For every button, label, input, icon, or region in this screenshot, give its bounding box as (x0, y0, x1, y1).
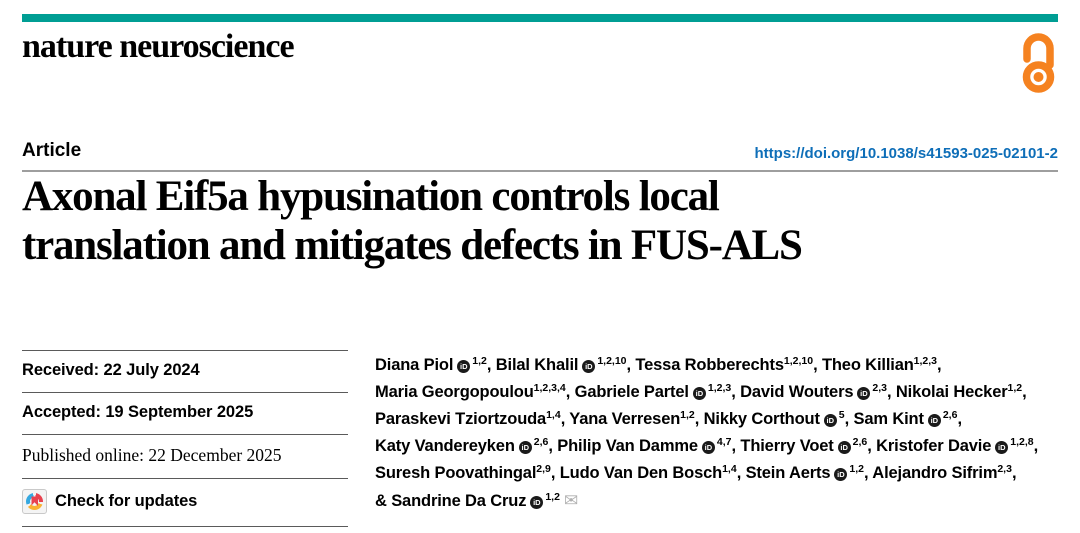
affiliation-superscript: 2,3 (997, 463, 1012, 475)
date-row: Received: 22 July 2024 (22, 350, 348, 392)
author: Gabriele Partel iD 1,2,3, (574, 382, 736, 401)
affiliation-superscript: 1,2,10 (597, 355, 627, 367)
author-list: Diana Piol iD 1,2, Bilal Khalil iD 1,2,10, T… (375, 352, 1065, 515)
author: Maria Georgopoulou1,2,3,4, (375, 382, 571, 401)
affiliation-superscript: 1,2,3 (707, 382, 732, 394)
check-for-updates-button[interactable]: Check for updates (22, 478, 348, 527)
affiliation-superscript: 1,2,3 (913, 355, 938, 367)
article-dates-panel: Received: 22 July 2024 Accepted: 19 Septe… (22, 350, 348, 527)
author: Stein Aerts iD 1,2, (745, 463, 869, 482)
date-row: Published online: 22 December 2025 (22, 434, 348, 478)
orcid-icon[interactable]: iD (530, 496, 544, 509)
author: Kristofer Davie iD 1,2,8, (876, 436, 1039, 455)
orcid-icon[interactable]: iD (837, 441, 851, 454)
author: Suresh Poovathingal2,9, (375, 463, 556, 482)
author: Philip Van Damme iD 4,7, (557, 436, 736, 455)
affiliation-superscript: 1,2,3,4 (533, 382, 566, 394)
author: Bilal Khalil iD 1,2,10, (495, 355, 631, 374)
orcid-icon[interactable]: iD (927, 414, 941, 427)
orcid-icon[interactable]: iD (518, 441, 532, 454)
author: Tessa Robberechts1,2,10, (635, 355, 818, 374)
affiliation-superscript: 1,4 (546, 409, 561, 421)
author: Ludo Van Den Bosch1,4, (559, 463, 742, 482)
affiliation-superscript: 2,6 (533, 436, 549, 448)
article-header-row: Article https://doi.org/10.1038/s41593-0… (22, 131, 1058, 172)
author: & Sandrine Da Cruz iD 1,2 ✉ (375, 491, 579, 510)
affiliation-superscript: 2,3 (872, 382, 887, 394)
affiliation-superscript: 1,2,10 (783, 355, 814, 367)
affiliation-superscript: 1,2 (680, 409, 695, 421)
author: Theo Killian1,2,3, (821, 355, 942, 374)
orcid-icon[interactable]: iD (857, 387, 871, 400)
open-access-icon (1022, 33, 1055, 93)
affiliation-superscript: 1,2,8 (1010, 436, 1034, 448)
author: Paraskevi Tziortzouda1,4, (375, 409, 566, 428)
affiliation-superscript: 1,2 (545, 491, 560, 503)
email-icon[interactable]: ✉ (563, 491, 579, 510)
author: Thierry Voet iD 2,6, (740, 436, 872, 455)
date-rows: Received: 22 July 2024 Accepted: 19 Septe… (22, 350, 348, 478)
affiliation-superscript: 1,2 (1007, 382, 1023, 394)
orcid-icon[interactable]: iD (834, 468, 848, 481)
author: Nikolai Hecker1,2, (895, 382, 1027, 401)
crossmark-icon (22, 489, 47, 514)
orcid-icon[interactable]: iD (692, 387, 706, 400)
author: Sam Kint iD 2,6, (853, 409, 963, 428)
date-row: Accepted: 19 September 2025 (22, 392, 348, 434)
author: Diana Piol iD 1,2, (375, 355, 492, 374)
orcid-icon[interactable]: iD (995, 441, 1009, 454)
affiliation-superscript: 1,4 (722, 463, 737, 475)
affiliation-superscript: 1,2 (849, 463, 865, 475)
author: Katy Vandereyken iD 2,6, (375, 436, 553, 455)
article-title: Axonal Eif5a hypusination controls local… (22, 173, 803, 269)
author: David Wouters iD 2,3, (740, 382, 892, 401)
affiliation-superscript: 2,6 (852, 436, 868, 448)
affiliation-superscript: 2,9 (536, 463, 551, 475)
article-type-label: Article (22, 140, 82, 161)
author: Yana Verresen1,2, (569, 409, 700, 428)
orcid-icon[interactable]: iD (582, 360, 596, 373)
doi-link[interactable]: https://doi.org/10.1038/s41593-025-02101… (754, 145, 1059, 162)
orcid-icon[interactable]: iD (457, 360, 471, 373)
crossmark-bookmark (31, 496, 38, 506)
affiliation-superscript: 5 (838, 409, 845, 421)
author: Alejandro Sifrim2,3, (872, 463, 1017, 482)
affiliation-superscript: 1,2 (472, 355, 487, 367)
affiliation-superscript: 4,7 (716, 436, 732, 448)
journal-logo: nature neuroscience (22, 28, 295, 65)
orcid-icon[interactable]: iD (823, 414, 837, 427)
orcid-icon[interactable]: iD (701, 441, 715, 454)
check-for-updates-label: Check for updates (55, 492, 198, 510)
author: Nikky Corthout iD 5, (703, 409, 850, 428)
affiliation-superscript: 2,6 (942, 409, 958, 421)
masthead-accent-bar (22, 14, 1058, 22)
